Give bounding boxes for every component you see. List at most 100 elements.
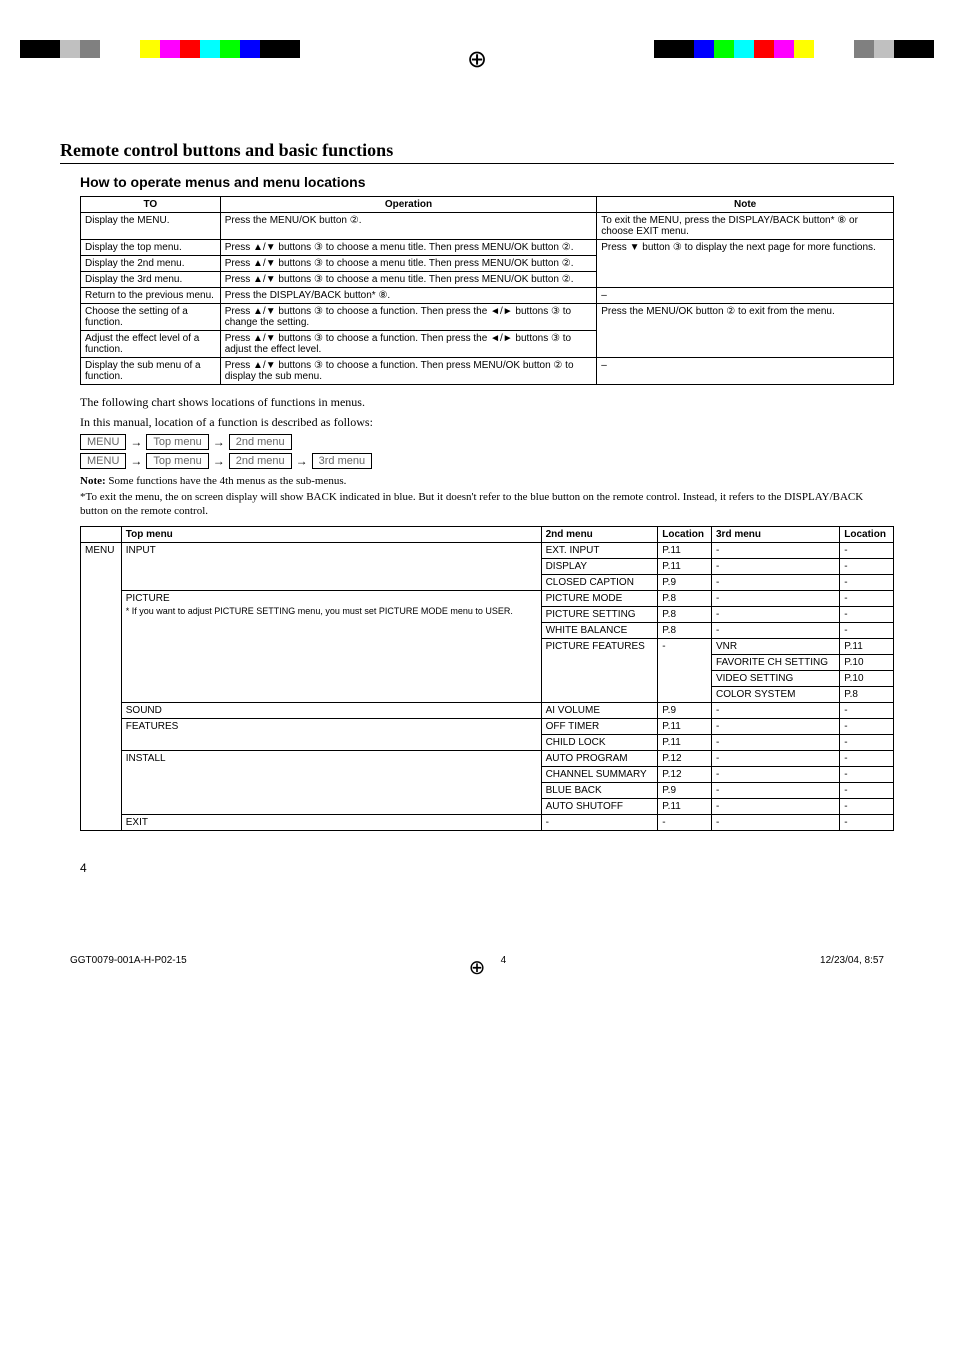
mt-loc: P.11 (658, 799, 712, 815)
flow-box: Top menu (146, 434, 208, 450)
mt-top: EXIT (121, 815, 541, 831)
mt-3rd: VIDEO SETTING (711, 671, 839, 687)
mt-header-loc3: Location (840, 527, 894, 543)
mt-2nd: DISPLAY (541, 559, 658, 575)
mt-header-3rd: 3rd menu (711, 527, 839, 543)
op-to: Return to the previous menu. (81, 288, 221, 304)
flow-line-1: MENU→Top menu→2nd menu (80, 434, 894, 450)
asterisk-note: *To exit the menu, the on screen display… (80, 491, 894, 519)
mt-3rd: - (711, 703, 839, 719)
mt-loc: P.9 (658, 783, 712, 799)
mt-top: SOUND (121, 703, 541, 719)
mt-header-loc: Location (658, 527, 712, 543)
op-op: Press ▲/▼ buttons ③ to choose a menu tit… (220, 272, 597, 288)
mt-2nd: PICTURE FEATURES (541, 639, 658, 703)
colorbar-left (20, 40, 320, 58)
note-label: Note: (80, 475, 106, 487)
mt-3rd: COLOR SYSTEM (711, 687, 839, 703)
mt-top: INSTALL (121, 751, 541, 815)
op-note: To exit the MENU, press the DISPLAY/BACK… (597, 213, 894, 240)
flow-box: MENU (80, 453, 126, 469)
note-body: Some functions have the 4th menus as the… (106, 475, 347, 487)
arrow-icon: → (130, 435, 142, 449)
op-note: – (597, 288, 894, 304)
mt-3rd: - (711, 623, 839, 639)
footer-center: 4 (501, 955, 507, 966)
op-to: Adjust the effect level of a function. (81, 331, 221, 358)
op-header-to: TO (81, 197, 221, 213)
mt-loc3: - (840, 751, 894, 767)
mt-loc: P.12 (658, 767, 712, 783)
mt-loc3: - (840, 783, 894, 799)
operations-table: TO Operation Note Display the MENU.Press… (80, 196, 894, 385)
mt-top: INPUT (121, 543, 541, 591)
body-text-2: In this manual, location of a function i… (80, 415, 894, 431)
section-title: Remote control buttons and basic functio… (60, 140, 894, 164)
mt-2nd: AI VOLUME (541, 703, 658, 719)
mt-loc3: - (840, 735, 894, 751)
mt-loc3: - (840, 591, 894, 607)
flow-line-2: MENU→Top menu→2nd menu→3rd menu (80, 453, 894, 469)
mt-loc: - (658, 815, 712, 831)
mt-loc3: P.8 (840, 687, 894, 703)
op-op: Press ▲/▼ buttons ③ to choose a menu tit… (220, 240, 597, 256)
op-op: Press ▲/▼ buttons ③ to choose a function… (220, 304, 597, 331)
mt-header-2nd: 2nd menu (541, 527, 658, 543)
mt-loc3: - (840, 607, 894, 623)
mt-3rd: - (711, 719, 839, 735)
mt-loc: P.11 (658, 559, 712, 575)
mt-loc3: - (840, 543, 894, 559)
mt-top: PICTURE* If you want to adjust PICTURE S… (121, 591, 541, 703)
footer: GGT0079-001A-H-P02-15 4 ⊕ 12/23/04, 8:57 (60, 955, 894, 966)
mt-2nd: BLUE BACK (541, 783, 658, 799)
op-note: Press the MENU/OK button ② to exit from … (597, 304, 894, 358)
menu-location-table: Top menu 2nd menu Location 3rd menu Loca… (80, 526, 894, 831)
sub-title: How to operate menus and menu locations (80, 174, 894, 190)
colorbar-right (634, 40, 934, 58)
mt-3rd: - (711, 751, 839, 767)
mt-3rd: - (711, 767, 839, 783)
registration-center-icon: ⊕ (467, 48, 487, 72)
mt-loc3: - (840, 719, 894, 735)
mt-3rd: - (711, 783, 839, 799)
mt-loc: P.11 (658, 719, 712, 735)
footer-left: GGT0079-001A-H-P02-15 (70, 955, 187, 966)
flow-box: 3rd menu (312, 453, 372, 469)
mt-3rd: FAVORITE CH SETTING (711, 655, 839, 671)
op-to: Choose the setting of a function. (81, 304, 221, 331)
mt-3rd: - (711, 607, 839, 623)
mt-2nd: CLOSED CAPTION (541, 575, 658, 591)
mt-2nd: PICTURE SETTING (541, 607, 658, 623)
mt-2nd: EXT. INPUT (541, 543, 658, 559)
mt-3rd: - (711, 543, 839, 559)
footer-registration-icon: ⊕ (469, 955, 486, 980)
op-op: Press ▲/▼ buttons ③ to choose a function… (220, 358, 597, 385)
op-op: Press ▲/▼ buttons ③ to choose a function… (220, 331, 597, 358)
op-header-operation: Operation (220, 197, 597, 213)
mt-2nd: - (541, 815, 658, 831)
mt-loc: P.8 (658, 623, 712, 639)
op-header-note: Note (597, 197, 894, 213)
op-to: Display the sub menu of a function. (81, 358, 221, 385)
mt-loc3: P.10 (840, 671, 894, 687)
op-to: Display the MENU. (81, 213, 221, 240)
flow-box: Top menu (146, 453, 208, 469)
op-to: Display the top menu. (81, 240, 221, 256)
mt-3rd: - (711, 591, 839, 607)
mt-3rd: - (711, 559, 839, 575)
mt-loc: P.11 (658, 543, 712, 559)
op-to: Display the 3rd menu. (81, 272, 221, 288)
mt-3rd: - (711, 735, 839, 751)
mt-loc3: - (840, 575, 894, 591)
mt-3rd: - (711, 575, 839, 591)
mt-loc: P.8 (658, 591, 712, 607)
mt-menu: MENU (81, 543, 122, 831)
op-op: Press the MENU/OK button ②. (220, 213, 597, 240)
footer-right: 12/23/04, 8:57 (820, 955, 884, 966)
arrow-icon: → (130, 454, 142, 468)
mt-loc3: - (840, 799, 894, 815)
op-to: Display the 2nd menu. (81, 256, 221, 272)
note-text: Note: Some functions have the 4th menus … (80, 475, 894, 489)
flow-box: 2nd menu (229, 453, 292, 469)
arrow-icon: → (213, 435, 225, 449)
